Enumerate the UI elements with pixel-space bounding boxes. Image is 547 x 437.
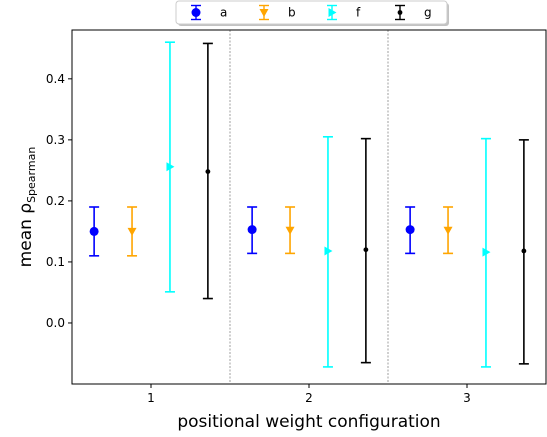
data-point-marker <box>127 227 137 236</box>
x-tick-label: 2 <box>305 391 313 405</box>
x-tick-label: 1 <box>147 391 155 405</box>
legend-marker <box>259 9 269 17</box>
data-point-marker <box>443 226 453 235</box>
legend-marker <box>397 10 403 15</box>
data-point-marker <box>363 247 369 253</box>
legend-item-g: g <box>395 4 432 21</box>
x-tick-label: 3 <box>463 391 471 405</box>
legend-label-a: a <box>220 6 227 20</box>
legend-item-b: b <box>259 4 296 21</box>
data-point-marker <box>205 169 211 175</box>
errorbar-f-3 <box>480 137 491 368</box>
errorbar-g-1 <box>202 42 213 300</box>
y-tick-label: 0.2 <box>46 194 65 208</box>
legend-box <box>175 0 448 25</box>
errorbar-b-1 <box>127 206 138 257</box>
x-axis-label: positional weight configuration <box>177 412 440 432</box>
errorbar-b-2 <box>285 206 296 255</box>
errorbar-g-3 <box>518 139 529 365</box>
y-axis-label-main: mean ρ <box>16 203 36 267</box>
data-point-marker <box>405 225 415 235</box>
y-tick-label: 0.0 <box>46 316 65 330</box>
errorbar-g-2 <box>360 137 371 364</box>
legend-item-f: f <box>327 4 361 21</box>
legend-label-b: b <box>288 6 296 20</box>
errorbar-a-3 <box>405 206 416 255</box>
data-point-marker <box>89 226 99 236</box>
y-tick-label: 0.1 <box>46 255 65 269</box>
errorbar-f-2 <box>322 136 333 368</box>
legend-marker <box>191 8 201 17</box>
errorbar-f-1 <box>164 41 175 293</box>
data-point-marker <box>166 162 175 172</box>
data-point-marker <box>521 248 527 254</box>
data-point-marker <box>247 225 257 235</box>
legend-label-f: f <box>356 6 361 20</box>
data-point-marker <box>285 226 295 235</box>
plot-frame <box>71 29 547 385</box>
y-tick-label: 0.4 <box>46 72 65 86</box>
plot-area: 0.0 0.1 0.2 0.3 0.4 1 2 3 <box>46 29 547 405</box>
errorbar-b-3 <box>443 206 454 255</box>
y-axis-label: mean ρSpearman <box>16 147 38 268</box>
data-point-marker <box>482 247 491 257</box>
legend-marker <box>328 8 337 17</box>
errorbar-a-2 <box>247 206 258 255</box>
legend-item-a: a <box>191 4 227 21</box>
errorbar-a-1 <box>89 206 100 257</box>
y-axis-label-subscript: Spearman <box>25 147 38 203</box>
data-point-marker <box>324 246 333 256</box>
legend-label-g: g <box>424 6 432 20</box>
y-tick-label: 0.3 <box>46 133 65 147</box>
